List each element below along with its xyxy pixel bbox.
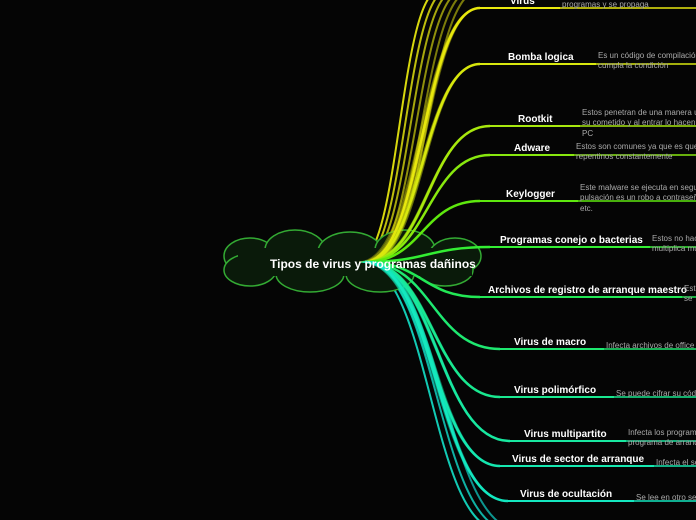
branch-description: Se lee en otro sect xyxy=(636,493,696,503)
branch-description: Infecta archivos de office xyxy=(606,341,694,351)
branch-label: Rootkit xyxy=(518,114,552,125)
branch-label: Virus de macro xyxy=(514,337,586,348)
branch-label: Adware xyxy=(514,143,550,154)
branch-label: Virus polimórfico xyxy=(514,385,596,396)
branch-label: Keylogger xyxy=(506,189,555,200)
branch-description: Este malware se ejecuta en segundopulsac… xyxy=(580,183,696,214)
central-label: Tipos de virus y programas dañinos xyxy=(270,257,476,271)
branch-description: Estse xyxy=(684,284,696,305)
branch-label: Archivos de registro de arranque maestro xyxy=(488,285,687,296)
branch-description: Estos penetran de una manera u otrsu com… xyxy=(582,108,696,139)
branch-label: Virus de sector de arranque xyxy=(512,454,644,465)
branch-label: Virus multipartito xyxy=(524,429,607,440)
branch-label: Virus xyxy=(510,0,535,7)
branch-description: Se puede cifrar su códig xyxy=(616,389,696,399)
branch-description: Infecta los programasprograma de arranqu… xyxy=(628,428,696,449)
branch-description: programas y se propaga xyxy=(562,0,649,10)
branch-label: Bomba logica xyxy=(508,52,574,63)
branch-label: Programas conejo o bacterias xyxy=(500,235,643,246)
branch-description: Estos son comunes ya que es que salrepen… xyxy=(576,142,696,163)
branch-description: Infecta el se xyxy=(656,458,696,468)
branch-label: Virus de ocultación xyxy=(520,489,612,500)
branch-description: Estos no hacmultiplica mu xyxy=(652,234,696,255)
branch-description: Es un código de compilación qucumpla la … xyxy=(598,51,696,72)
